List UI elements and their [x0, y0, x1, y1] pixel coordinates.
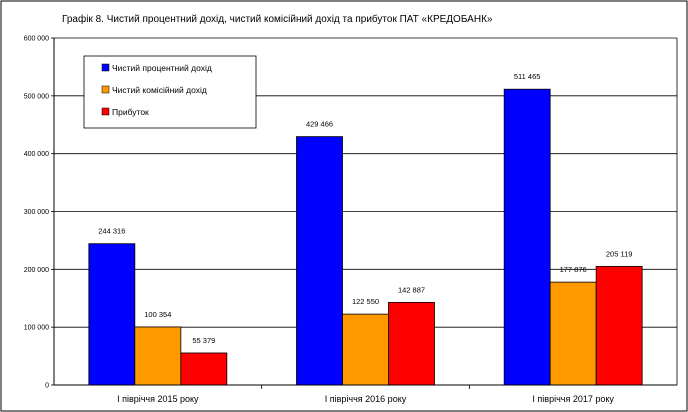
data-label: 100 354: [144, 310, 171, 319]
legend-swatch: [101, 85, 110, 94]
axis-layer: 0 100 000 200 000 300 000 400 000 500 000 600 …: [24, 36, 678, 404]
legend-swatch: [101, 107, 110, 116]
bar: [549, 281, 597, 386]
data-label: 205 119: [606, 249, 633, 258]
x-tick-label: І півріччя 2016 року: [325, 394, 407, 404]
y-tick-label: 600 000: [24, 36, 49, 43]
bar: [296, 136, 343, 386]
data-label: 429 466: [306, 120, 333, 129]
bar: [342, 313, 389, 386]
data-label: 122 550: [352, 297, 379, 306]
data-label: 142 887: [398, 285, 425, 294]
y-tick-label: 0: [45, 383, 49, 390]
data-label: 177 876: [560, 265, 587, 274]
bars-layer: [88, 88, 643, 386]
bar: [388, 301, 435, 386]
labels-layer: 244 316 100 354 55 379 429 466 122 550 142 88…: [98, 72, 632, 345]
x-tick-label: І півріччя 2015 року: [117, 394, 199, 404]
bar: [134, 326, 182, 386]
bar: [180, 352, 228, 386]
y-tick-label: 200 000: [24, 267, 49, 274]
data-label: 55 379: [192, 336, 215, 345]
data-label: 244 316: [98, 227, 125, 236]
legend-label: Прибуток: [112, 107, 149, 117]
bar: [88, 243, 136, 386]
y-tick-label: 400 000: [24, 151, 49, 158]
data-label: 511 465: [514, 72, 541, 81]
chart-title: Графік 8. Чистий процентний дохід, чисти…: [62, 13, 493, 25]
y-tick-label: 500 000: [24, 93, 49, 100]
legend-label: Чистий процентний дохід: [112, 63, 212, 73]
y-tick-label: 100 000: [24, 325, 49, 332]
legend-label: Чистий комісійний дохід: [112, 85, 207, 95]
legend-swatch: [101, 63, 110, 72]
legend-box: [83, 55, 257, 129]
bar: [595, 265, 643, 386]
legend: Чистий процентний дохід Чистий комісійний…: [83, 55, 257, 129]
y-tick-label: 300 000: [24, 209, 49, 216]
x-tick-label: І півріччя 2017 року: [532, 394, 614, 404]
bar: [503, 88, 551, 386]
